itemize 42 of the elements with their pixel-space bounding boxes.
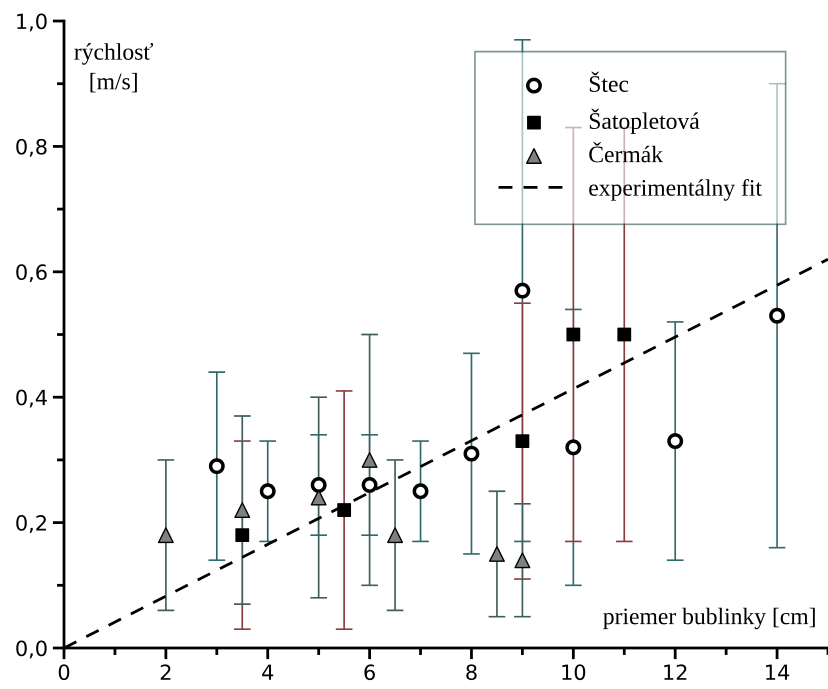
point bbox=[337, 503, 352, 517]
point bbox=[387, 527, 404, 544]
legend-label: experimentálny fit bbox=[589, 179, 762, 201]
point bbox=[310, 477, 327, 493]
point bbox=[566, 328, 580, 342]
y-axis-title: rýchlosť [m/s] bbox=[74, 42, 154, 92]
point bbox=[235, 528, 250, 542]
x-axis-title: priemer bublinky [cm] bbox=[603, 608, 815, 630]
y-tick-label: 0,6 bbox=[16, 264, 47, 282]
y-tick-label: 0,0 bbox=[16, 640, 47, 658]
x-tick-label: 4 bbox=[262, 664, 274, 680]
point bbox=[488, 546, 505, 562]
y-tick-label: 1,0 bbox=[17, 13, 47, 32]
point bbox=[464, 446, 480, 462]
legend-label: Čermák bbox=[589, 142, 664, 162]
x-tick-label: 10 bbox=[562, 664, 586, 680]
x-tick-label: 8 bbox=[466, 664, 477, 680]
point bbox=[362, 452, 378, 468]
legend-label: Štec bbox=[590, 72, 628, 92]
point bbox=[158, 527, 174, 544]
point bbox=[514, 552, 530, 568]
x-tick-label: 0 bbox=[58, 664, 70, 680]
point bbox=[769, 308, 786, 324]
x-tick-label: 12 bbox=[664, 664, 686, 680]
legend-label: Šatopletová bbox=[590, 108, 700, 134]
point bbox=[362, 477, 378, 493]
x-tick-label: 6 bbox=[364, 664, 375, 680]
y-tick-label: 0,2 bbox=[16, 515, 46, 533]
point bbox=[412, 483, 428, 500]
point bbox=[617, 328, 632, 342]
point bbox=[565, 439, 582, 456]
y-tick-label: 0,4 bbox=[16, 390, 47, 408]
x-tick-label: 14 bbox=[766, 664, 790, 680]
point bbox=[260, 483, 276, 500]
point bbox=[310, 490, 327, 506]
point bbox=[208, 458, 225, 474]
point bbox=[514, 282, 530, 299]
x-tick-label: 2 bbox=[160, 664, 170, 680]
point bbox=[515, 434, 530, 448]
point bbox=[667, 433, 684, 450]
y-tick-label: 0,8 bbox=[16, 138, 47, 157]
point bbox=[234, 502, 250, 518]
